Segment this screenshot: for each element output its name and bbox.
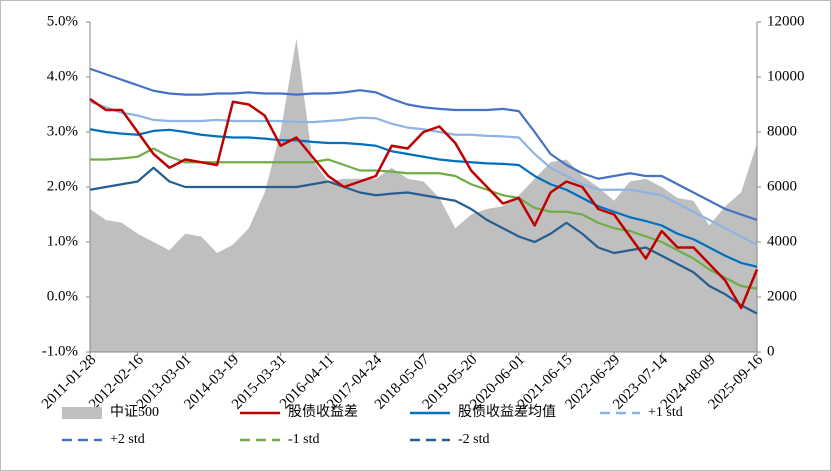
y2-tick-label: 8000 [767, 123, 797, 139]
y-tick-label: 4.0% [47, 68, 78, 84]
y2-tick-label: 12000 [767, 13, 805, 29]
line [89, 166, 758, 315]
y-tick-label: 5.0% [47, 13, 78, 29]
y-tick-label: 0.0% [47, 288, 78, 304]
legend: 中证500 股债收益差 股债收益差均值 +1 std +2 std -1 std -2 st… [62, 404, 683, 447]
legend-label: 股债收益差均值 [458, 404, 556, 420]
y2-tick-label: 10000 [767, 68, 805, 84]
legend-label: +1 std [648, 405, 683, 420]
y2-tick-label: 6000 [767, 178, 797, 194]
line [89, 67, 758, 222]
y2-tick-label: 2000 [767, 288, 797, 304]
y-tick-label: 3.0% [47, 123, 78, 139]
y2-tick-label: 0 [767, 343, 775, 359]
legend-label: 中证500 [110, 404, 159, 420]
legend-label: 股债收益差 [288, 404, 358, 420]
line [89, 97, 759, 310]
y2-tick-label: 4000 [767, 233, 797, 249]
legend-label: +2 std [110, 432, 145, 447]
y-tick-label: -1.0% [42, 343, 78, 359]
line [89, 128, 758, 268]
y-tick-label: 1.0% [47, 233, 78, 249]
legend-swatch [62, 407, 102, 419]
legend-label: -1 std [288, 432, 320, 447]
line [89, 100, 758, 246]
y-tick-label: 2.0% [47, 178, 78, 194]
legend-label: -2 std [458, 432, 490, 447]
